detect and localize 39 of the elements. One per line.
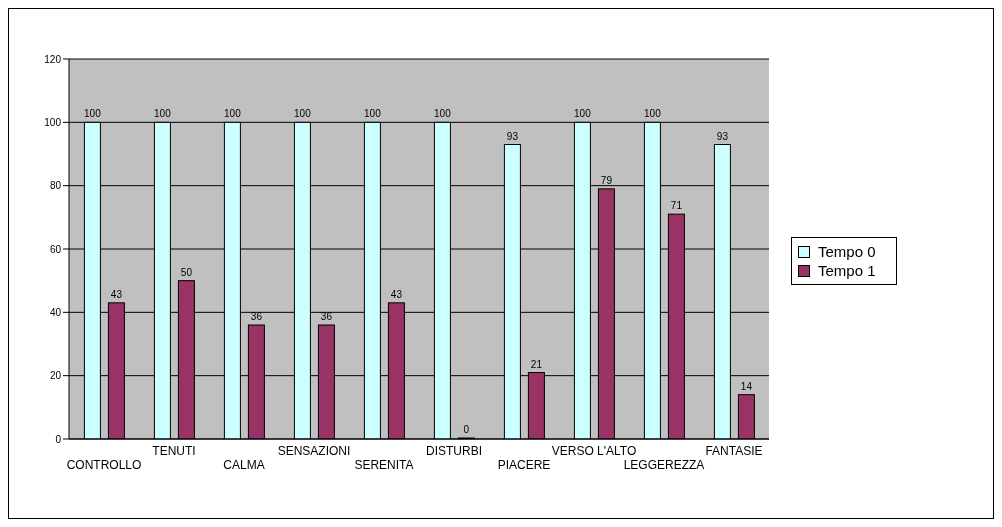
data-label: 50 <box>180 266 193 278</box>
x-tick-label: VERSO L'ALTO <box>551 444 637 458</box>
data-label: 71 <box>670 200 683 212</box>
data-label: 43 <box>110 288 123 300</box>
data-label: 100 <box>364 108 382 120</box>
data-label: 0 <box>463 424 470 435</box>
x-tick-label: DISTURBI <box>425 444 483 458</box>
y-tick-label: 80 <box>49 180 62 192</box>
data-label: 100 <box>154 108 172 120</box>
y-tick-label: 40 <box>49 306 62 318</box>
y-tick-label: 0 <box>55 433 62 445</box>
y-tick-label: 60 <box>49 243 62 255</box>
x-tick-label: FANTASIE <box>705 444 763 458</box>
data-label: 100 <box>84 108 102 120</box>
x-tick-label: SENSAZIONI <box>277 444 351 458</box>
y-tick-label: 100 <box>44 116 62 128</box>
data-label: 100 <box>434 108 452 120</box>
y-tick-label: 20 <box>49 370 62 382</box>
x-tick-label: LEGGEREZZA <box>623 458 705 472</box>
data-label: 36 <box>320 311 333 322</box>
x-tick-label: SERENITA <box>354 458 414 472</box>
data-label: 100 <box>574 108 592 120</box>
legend-label: Tempo 1 <box>818 261 876 280</box>
data-label: 14 <box>740 380 753 392</box>
data-label: 21 <box>530 358 543 370</box>
x-tick-label: PIACERE <box>497 458 551 472</box>
data-label: 100 <box>224 108 242 120</box>
data-label: 79 <box>600 174 613 186</box>
data-label: 36 <box>250 311 263 322</box>
x-tick-label: CALMA <box>223 458 265 472</box>
x-tick-label: TENUTI <box>152 444 196 458</box>
data-label: 100 <box>644 108 662 120</box>
y-tick-label: 120 <box>44 53 62 65</box>
x-tick-label: CONTROLLO <box>66 458 142 472</box>
data-label: 93 <box>716 130 729 142</box>
data-label: 93 <box>506 130 519 142</box>
legend-label: Tempo 0 <box>818 242 876 261</box>
data-label: 43 <box>390 288 403 300</box>
data-label: 100 <box>294 108 312 120</box>
